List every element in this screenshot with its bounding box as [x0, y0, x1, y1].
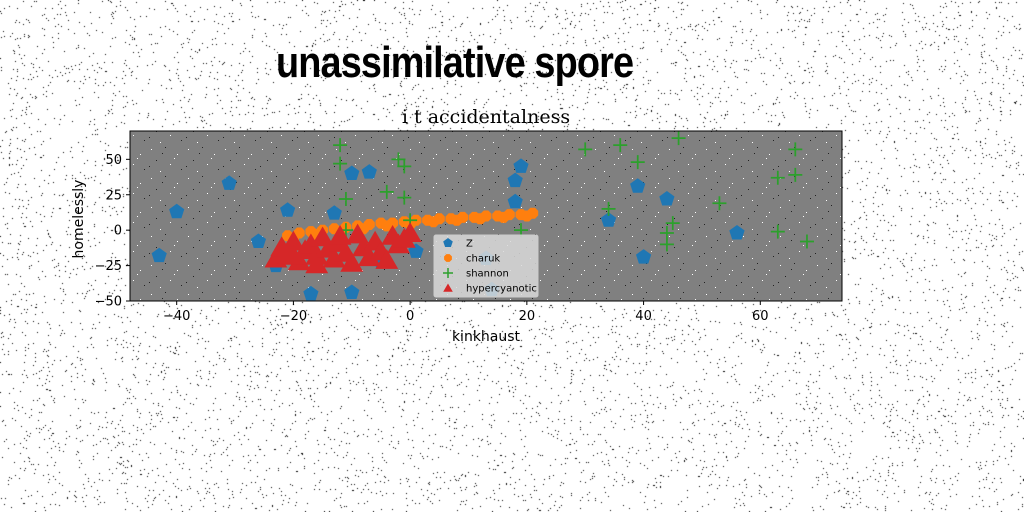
data-point	[578, 142, 593, 157]
data-point	[381, 220, 393, 232]
legend-marker-hypercyanotic	[443, 283, 453, 292]
data-point	[659, 237, 674, 252]
y-axis-label: homelessly	[71, 180, 87, 259]
data-point	[333, 138, 348, 153]
x-tick-label: −40	[163, 309, 190, 324]
data-point	[630, 155, 645, 170]
data-point	[451, 214, 463, 226]
data-point	[665, 216, 680, 231]
data-point	[328, 225, 352, 245]
legend-marker-shannon	[443, 268, 453, 278]
data-point	[379, 184, 394, 199]
legend-marker-Z	[443, 238, 453, 247]
y-tick-label: −50	[95, 295, 122, 310]
y-tick-label: 25	[105, 188, 122, 203]
data-point	[613, 138, 628, 153]
figure-suptitle: unassimilative spore	[276, 38, 634, 87]
data-point	[333, 156, 348, 171]
y-tick-label: 50	[105, 153, 122, 168]
data-point	[361, 164, 377, 179]
x-tick-label: 60	[752, 309, 769, 324]
data-point	[397, 190, 412, 205]
data-point	[391, 152, 406, 167]
x-tick-label: −20	[280, 309, 307, 324]
data-point	[600, 212, 617, 227]
data-point	[375, 249, 399, 269]
series-Z	[151, 158, 745, 301]
y-tick-label: 0	[114, 224, 122, 239]
data-point	[788, 167, 803, 182]
data-point	[513, 158, 529, 173]
data-point	[397, 159, 412, 174]
data-point	[338, 192, 353, 206]
data-point	[507, 172, 523, 188]
y-axis-ticks: −50 −25 0 25 50	[95, 153, 130, 310]
data-point	[428, 216, 439, 228]
x-tick-label: 20	[519, 309, 536, 324]
data-point	[770, 170, 785, 185]
data-point	[712, 196, 727, 211]
series-layer	[151, 131, 814, 301]
data-point	[398, 222, 422, 242]
legend-label-charuk: charuk	[466, 254, 500, 265]
data-point	[636, 249, 652, 264]
data-point	[282, 244, 305, 265]
data-point	[169, 203, 185, 219]
data-point	[340, 251, 364, 272]
data-point	[659, 191, 675, 206]
data-point	[507, 193, 523, 209]
x-tick-label: 0	[406, 309, 414, 324]
data-point	[729, 225, 745, 240]
legend-box	[433, 234, 539, 298]
legend-label-shannon: shannon	[466, 269, 509, 280]
data-point	[630, 178, 646, 193]
legend-label-hypercyanotic: hypercyanotic	[466, 284, 537, 295]
x-axis-label: kinkhaust	[452, 329, 521, 345]
data-point	[282, 230, 305, 251]
data-point	[305, 253, 329, 274]
x-axis-ticks: −40 −20 0 20 40 60	[163, 301, 769, 324]
data-point	[521, 210, 533, 222]
data-point	[601, 201, 616, 216]
data-point	[322, 247, 346, 268]
chart-title: i t accidentalness	[402, 106, 570, 128]
data-point	[474, 213, 486, 225]
plot-area-frame	[129, 130, 843, 302]
x-tick-label: 40	[635, 309, 652, 324]
data-point	[671, 131, 686, 146]
data-point	[357, 246, 381, 267]
legend-marker-charuk	[444, 254, 452, 262]
data-point	[344, 165, 360, 180]
data-point	[799, 234, 814, 249]
data-point	[326, 205, 342, 220]
data-point	[344, 284, 360, 299]
data-point	[788, 142, 803, 157]
data-point	[303, 285, 319, 301]
legend-label-Z: Z	[466, 239, 473, 250]
series-hypercyanotic	[264, 222, 422, 274]
y-tick-label: −25	[95, 259, 122, 274]
data-point	[221, 175, 237, 190]
data-point	[280, 202, 296, 217]
data-point	[250, 233, 266, 248]
data-point	[498, 211, 509, 223]
data-point	[770, 224, 785, 239]
data-point	[151, 247, 167, 263]
